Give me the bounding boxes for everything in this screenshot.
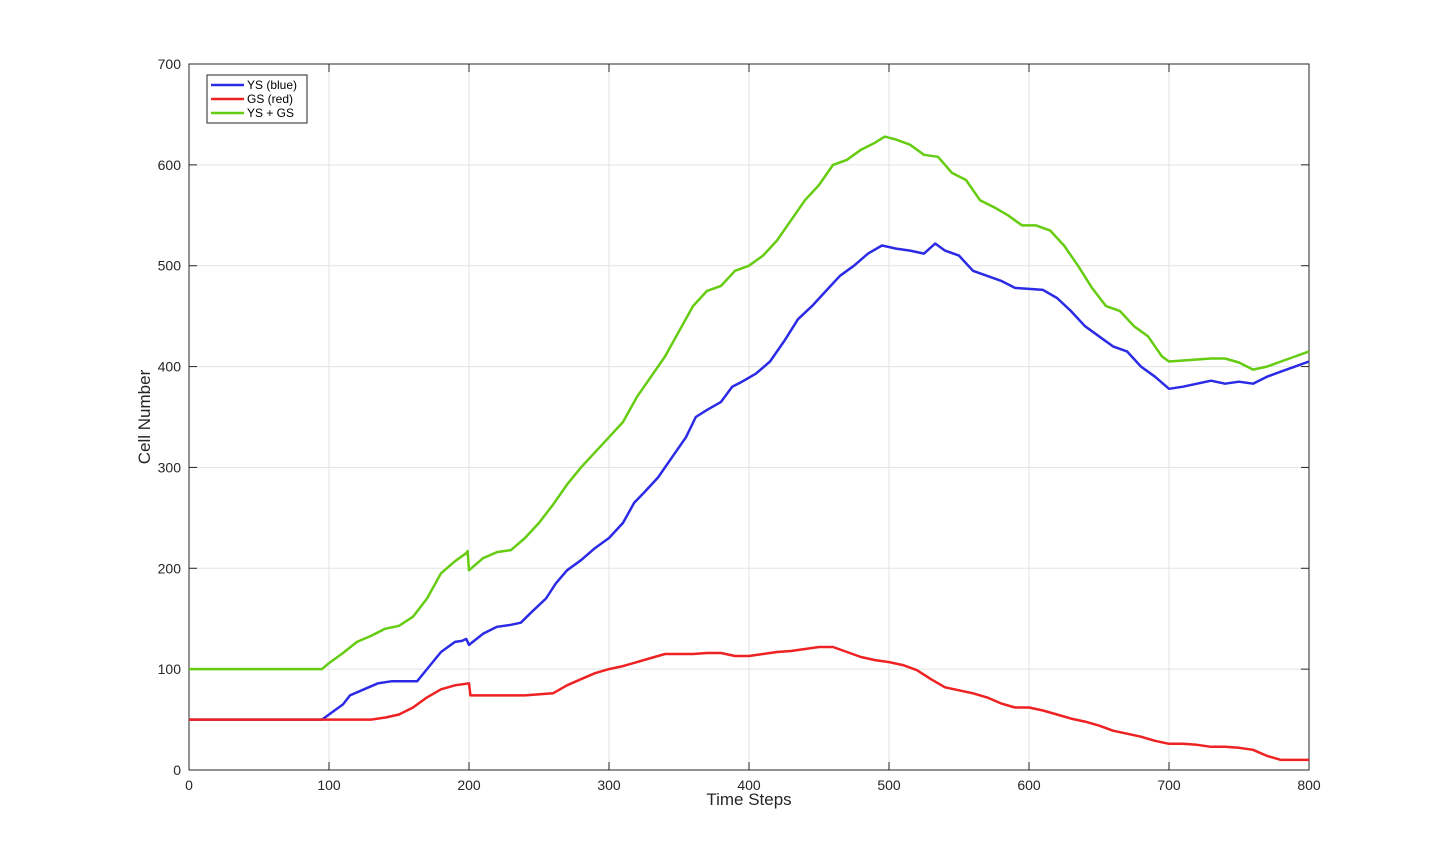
series-line-2 [189,645,1309,762]
x-tick-label: 700 [1157,777,1181,793]
axis-ticks: 0 100 200 300 400 500 600 700 800 0 100 200 300 400 50… [158,56,1321,793]
series-line-3 [189,135,1310,671]
y-tick-label: 200 [158,560,182,576]
series-lines [189,135,1310,762]
x-tick-label: 100 [317,777,341,793]
y-axis-label: Cell Number [135,369,154,464]
y-tick-label: 0 [173,762,181,778]
y-tick-label: 600 [158,157,182,173]
x-tick-label: 0 [185,777,193,793]
y-tick-label: 300 [158,459,182,475]
x-axis-label: Time Steps [706,790,791,809]
y-tick-label: 400 [158,359,182,375]
x-tick-label: 600 [1017,777,1041,793]
y-tick-label: 100 [158,661,182,677]
x-tick-label: 800 [1297,777,1321,793]
x-tick-label: 400 [737,777,761,793]
legend: YS (blue)GS (red)YS + GS [206,74,308,124]
x-tick-label: 500 [877,777,901,793]
legend-label-2: GS (red) [247,92,293,106]
series-line-1 [189,242,1310,721]
legend-label-3: YS + GS [247,106,294,120]
x-tick-label: 200 [457,777,481,793]
grid [188,63,1310,771]
legend-label-1: YS (blue) [247,78,297,92]
y-tick-label: 500 [158,258,182,274]
y-tick-label: 700 [158,56,182,72]
x-tick-label: 300 [597,777,621,793]
